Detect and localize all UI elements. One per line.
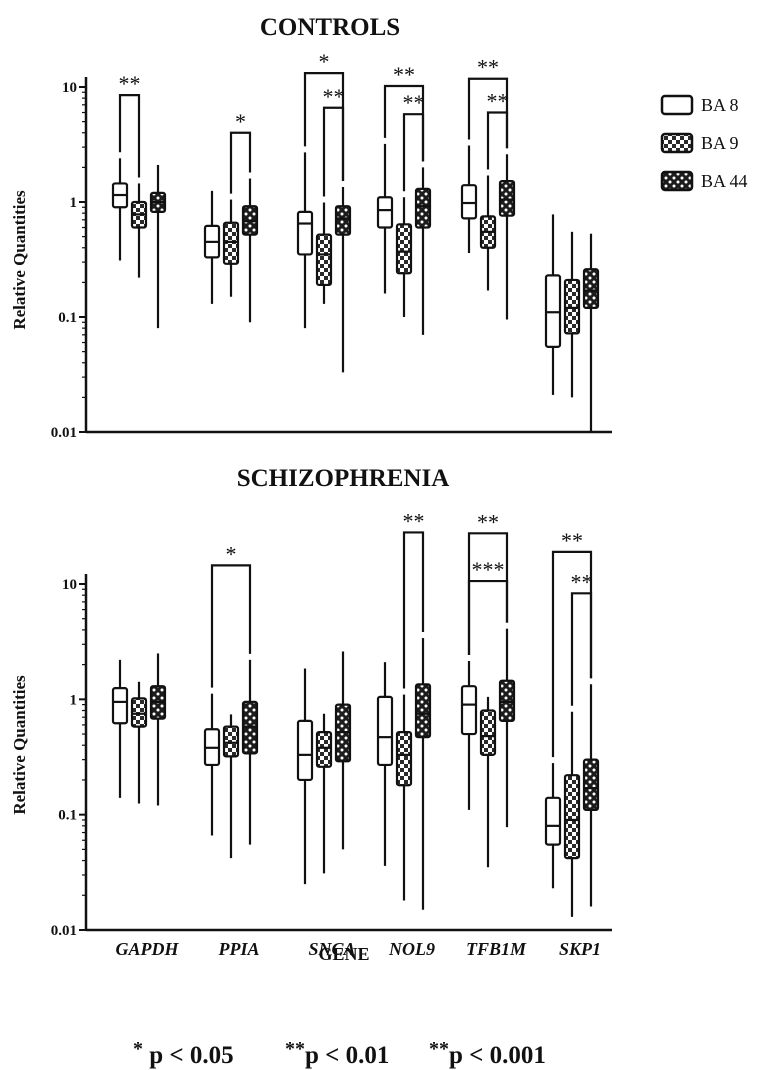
box-body bbox=[582, 758, 600, 811]
footnote-sig-01: **p < 0.01 bbox=[285, 1038, 389, 1069]
significance-bracket bbox=[229, 131, 252, 194]
footnote-sup: ** bbox=[285, 1038, 305, 1060]
category-label: PPIA bbox=[217, 939, 259, 959]
legend-swatch bbox=[660, 94, 694, 116]
significance-label: ** bbox=[571, 569, 593, 594]
box-body bbox=[395, 223, 413, 275]
box-body bbox=[222, 221, 240, 265]
significance-label: ** bbox=[487, 89, 509, 114]
box-body bbox=[315, 233, 333, 287]
significance-label: ** bbox=[393, 62, 415, 87]
box-body bbox=[460, 685, 478, 736]
significance-label: * bbox=[235, 109, 246, 134]
box-body bbox=[111, 687, 129, 725]
significance-bracket bbox=[118, 94, 141, 178]
category-label: GAPDH bbox=[116, 939, 180, 959]
significance-label: ** bbox=[323, 84, 345, 109]
schizophrenia-title: SCHIZOPHRENIA bbox=[237, 465, 450, 492]
significance-bracket bbox=[402, 531, 425, 689]
box-body bbox=[460, 184, 478, 220]
significance-label: ** bbox=[119, 71, 141, 96]
schizophrenia-panel: SCHIZOPHRENIA Relative Quantities 0.01 0.… bbox=[10, 465, 612, 964]
legend: BA 8 BA 9 BA 44 bbox=[660, 94, 748, 192]
footnote-sup: ** bbox=[429, 1038, 449, 1060]
significance-bracket bbox=[570, 592, 593, 706]
y-tick-label: 1 bbox=[70, 195, 78, 211]
significance-label: *** bbox=[472, 557, 505, 582]
box-body bbox=[376, 695, 394, 767]
significance-bracket bbox=[486, 111, 509, 170]
controls-y-axis-label: Relative Quantities bbox=[10, 190, 29, 330]
significance-label: ** bbox=[403, 90, 425, 115]
significance-label: ** bbox=[561, 528, 583, 553]
significance-label: * bbox=[319, 49, 330, 74]
significance-bracket bbox=[210, 564, 252, 688]
box-body bbox=[414, 683, 432, 739]
category-label: SNCA bbox=[308, 939, 355, 959]
box-body bbox=[498, 179, 516, 217]
significance-bracket bbox=[467, 532, 509, 655]
category-label: TFB1M bbox=[466, 939, 527, 959]
box-body bbox=[395, 730, 413, 787]
box-body bbox=[479, 709, 497, 756]
box-body bbox=[296, 719, 314, 782]
significance-label: ** bbox=[477, 55, 499, 80]
y-tick-label: 0.1 bbox=[58, 310, 77, 326]
box-body bbox=[414, 187, 432, 229]
box-body bbox=[222, 725, 240, 758]
legend-swatch bbox=[660, 170, 694, 192]
box-body bbox=[544, 274, 562, 348]
controls-title: CONTROLS bbox=[260, 14, 400, 41]
category-label: NOL9 bbox=[388, 939, 435, 959]
footnote-sup: * bbox=[133, 1038, 143, 1060]
y-tick-label: 10 bbox=[62, 80, 77, 96]
significance-bracket bbox=[402, 113, 425, 192]
box-body bbox=[315, 730, 333, 768]
footnote: * p < 0.05 **p < 0.01 **p < 0.001 bbox=[133, 1038, 546, 1069]
y-tick-label: 10 bbox=[62, 577, 77, 593]
y-tick-label: 0.01 bbox=[51, 425, 77, 441]
box-body bbox=[563, 278, 581, 335]
y-tick-label: 1 bbox=[70, 692, 78, 708]
box-body bbox=[334, 205, 352, 236]
x-axis-label: GENE bbox=[318, 944, 369, 964]
y-tick-label: 0.1 bbox=[58, 808, 77, 824]
schizophrenia-y-axis-label: Relative Quantities bbox=[10, 675, 29, 815]
box-body bbox=[130, 697, 148, 728]
legend-swatch bbox=[660, 132, 694, 154]
box-body bbox=[582, 268, 600, 309]
y-tick-label: 0.01 bbox=[51, 923, 77, 939]
significance-label: ** bbox=[403, 508, 425, 533]
significance-bracket bbox=[467, 579, 509, 655]
controls-panel: CONTROLS Relative Quantities 0.01 0.1 1 10 *… bbox=[10, 14, 612, 441]
legend-label: BA 9 bbox=[701, 133, 739, 153]
significance-label: ** bbox=[477, 509, 499, 534]
footnote-sig-05: * p < 0.05 bbox=[133, 1038, 234, 1069]
footnote-sig-001: **p < 0.001 bbox=[429, 1038, 546, 1069]
legend-label: BA 44 bbox=[701, 171, 748, 191]
significance-label: * bbox=[226, 541, 237, 566]
box-body bbox=[376, 196, 394, 229]
significance-bracket bbox=[322, 106, 345, 197]
box-body bbox=[544, 796, 562, 846]
category-label: SKP1 bbox=[559, 939, 601, 959]
legend-label: BA 8 bbox=[701, 95, 739, 115]
box-body bbox=[296, 210, 314, 256]
box-body bbox=[563, 774, 581, 860]
